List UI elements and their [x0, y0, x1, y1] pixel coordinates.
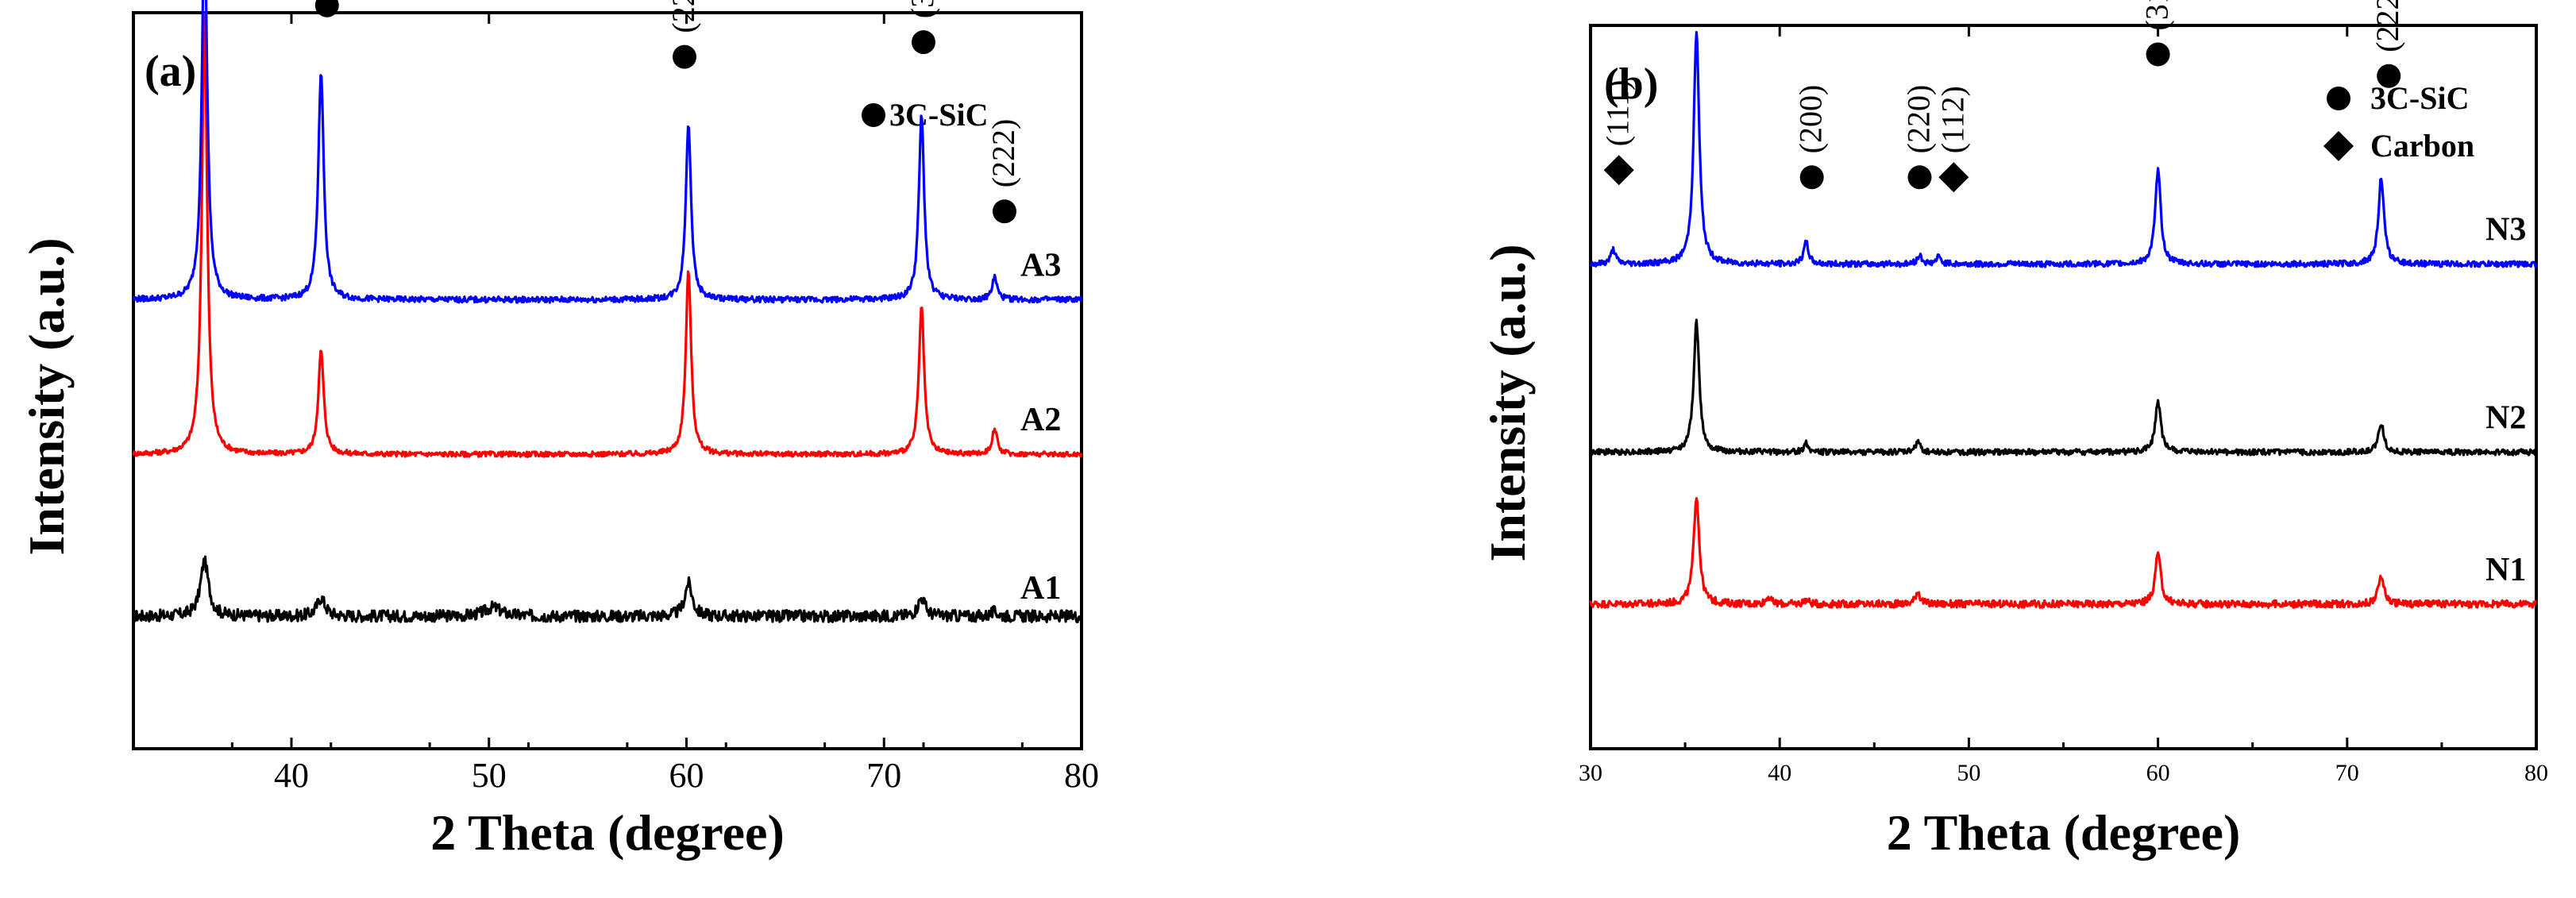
peak-circle-marker	[1907, 165, 1932, 190]
series-line-N3	[1589, 30, 2538, 268]
x-tick-label: 40	[1768, 760, 1791, 786]
peak-label: (222)	[985, 119, 1021, 188]
series-label: N2	[2485, 399, 2526, 436]
panel-label: (b)	[1604, 60, 1658, 109]
peak-label: (111)	[1600, 80, 1636, 147]
x-tick-label: 30	[1579, 760, 1602, 786]
series-line-N2	[1590, 318, 2538, 457]
x-axis-title: 2 Theta (degree)	[430, 804, 785, 861]
x-tick-label: 50	[1957, 760, 1980, 786]
series-label: N1	[2485, 552, 2526, 588]
panel-b: 30 40 50 60 70 80 2 Theta (degree) Intensity (a…	[1479, 0, 2548, 861]
peak-circle-marker	[992, 199, 1016, 224]
x-tick-label: 70	[866, 756, 901, 795]
peak-label: (311)	[2139, 0, 2175, 30]
x-tick-label: 40	[274, 756, 309, 795]
peak-label: (220)	[665, 0, 701, 33]
peak-label: (200)	[1793, 85, 1829, 154]
peak-circle-marker	[1799, 165, 1824, 190]
peak-label: (112)	[1934, 86, 1970, 153]
peak-circle-marker	[314, 0, 339, 17]
series-line-A3	[132, 0, 1083, 304]
peak-circle-marker	[912, 30, 935, 55]
legend-circle-marker	[2327, 87, 2350, 110]
peak-label: (220)	[1900, 85, 1936, 154]
peak-diamond-marker	[1938, 162, 1969, 193]
legend-label: 3C-SiC	[889, 97, 988, 133]
x-tick-label: 80	[2524, 760, 2548, 786]
legend-label: Carbon	[2370, 128, 2474, 164]
peak-circle-marker	[2377, 64, 2401, 88]
peak-label: (311)	[904, 0, 940, 18]
series-label: N3	[2485, 212, 2526, 249]
series-line-A1	[133, 555, 1082, 624]
y-axis-title: Intensity (a.u.)	[18, 237, 75, 555]
plot-frame	[132, 11, 1083, 750]
x-tick-label: 60	[2146, 760, 2170, 786]
peak-circle-marker	[673, 44, 697, 69]
peak-label: (222)	[2370, 0, 2405, 52]
x-tick-label: 70	[2335, 760, 2359, 786]
peak-diamond-marker	[1603, 155, 1634, 186]
y-axis-title: Intensity (a.u.)	[1479, 244, 1536, 561]
legend-diamond-marker	[2323, 131, 2354, 161]
series-label: A1	[1020, 570, 1061, 607]
peak-circle-marker	[2146, 42, 2170, 67]
x-tick-label: 50	[472, 756, 507, 795]
panel-label: (a)	[145, 47, 196, 96]
panel-a: 40 50 60 70 80 2 Theta (degree) Intensity (a.u…	[18, 0, 1099, 861]
legend-circle-marker	[862, 103, 885, 127]
series-line-A2	[132, 13, 1083, 458]
x-tick-label: 80	[1064, 756, 1099, 795]
series-label: A3	[1020, 248, 1061, 284]
x-tick-label: 60	[669, 756, 704, 795]
series-line-N1	[1589, 496, 2537, 609]
x-axis-title: 2 Theta (degree)	[1887, 804, 2241, 861]
series-label: A2	[1020, 402, 1061, 438]
